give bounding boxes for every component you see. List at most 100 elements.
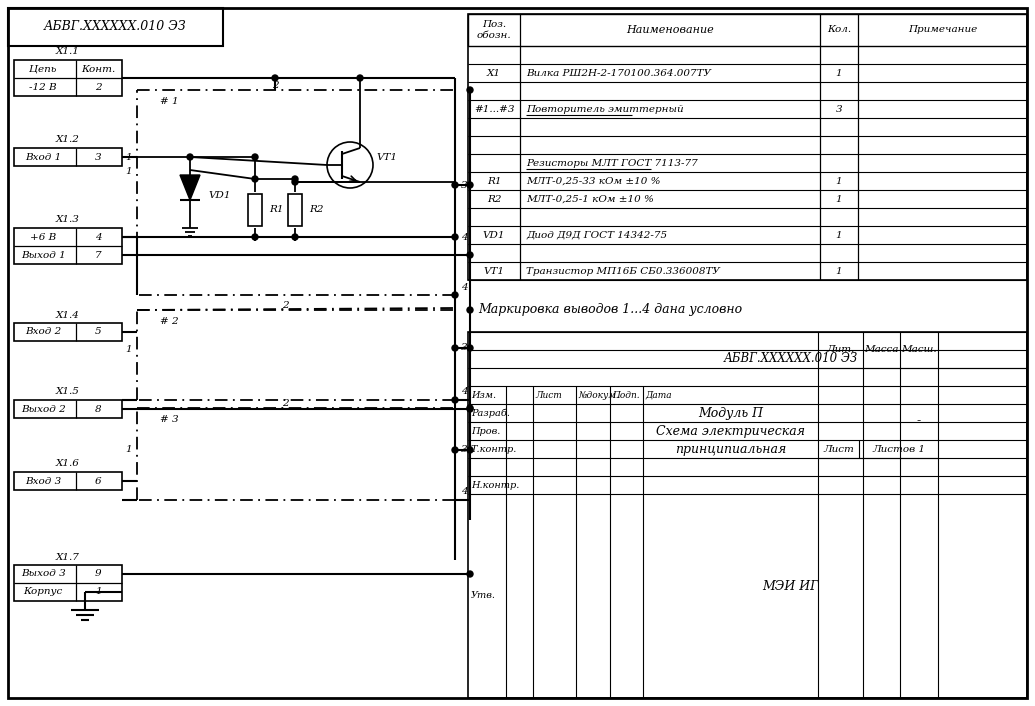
Bar	[14, 472, 122, 490]
Text: R2: R2	[309, 205, 324, 215]
Text: Разраб.: Разраб.	[471, 408, 510, 418]
Text: Вход 3: Вход 3	[25, 477, 61, 486]
Bar	[14, 400, 122, 418]
Text: Поз.
обозн.: Поз. обозн.	[477, 20, 511, 40]
Text: Масш.: Масш.	[901, 345, 937, 354]
Text: X1: X1	[487, 68, 501, 78]
Circle shape	[467, 252, 473, 258]
Text: -12 В: -12 В	[29, 83, 57, 92]
Text: 2: 2	[282, 301, 289, 309]
Text: X1.6: X1.6	[56, 460, 80, 469]
Text: Т.контр.: Т.контр.	[471, 445, 518, 453]
Text: АБВГ.XXXXXX.010 ЭЗ: АБВГ.XXXXXX.010 ЭЗ	[43, 20, 186, 33]
Text: X1.1: X1.1	[56, 47, 80, 56]
Text: R1: R1	[486, 176, 501, 186]
Text: 8: 8	[95, 405, 101, 414]
Text: 9: 9	[95, 570, 101, 578]
Circle shape	[452, 397, 459, 403]
Text: 3: 3	[835, 104, 842, 114]
Circle shape	[467, 87, 473, 93]
Circle shape	[467, 406, 473, 412]
Circle shape	[252, 154, 258, 160]
Bar	[14, 228, 122, 264]
Text: Н.контр.: Н.контр.	[471, 481, 520, 489]
Circle shape	[467, 405, 473, 411]
Text: МЛТ-0,25-1 кОм ±10 %: МЛТ-0,25-1 кОм ±10 %	[526, 194, 654, 203]
Circle shape	[292, 234, 298, 240]
Text: 5: 5	[95, 328, 101, 337]
Text: 3: 3	[461, 344, 468, 352]
Text: # 2: # 2	[160, 318, 179, 326]
Circle shape	[292, 179, 298, 185]
Circle shape	[467, 182, 473, 188]
Text: R2: R2	[486, 194, 501, 203]
Text: Резисторы МЛТ ГОСТ 7113-77: Резисторы МЛТ ГОСТ 7113-77	[526, 159, 698, 167]
Text: 1: 1	[835, 176, 842, 186]
Text: X1.2: X1.2	[56, 136, 80, 145]
Text: 1: 1	[95, 587, 101, 597]
Text: принципиальная: принципиальная	[675, 443, 787, 455]
Polygon shape	[180, 175, 200, 200]
Text: Лит.: Лит.	[826, 345, 855, 354]
Text: X1.3: X1.3	[56, 215, 80, 225]
Text: VT1: VT1	[376, 152, 397, 162]
Circle shape	[252, 176, 258, 182]
Text: Корпус: Корпус	[24, 587, 63, 597]
Circle shape	[252, 234, 258, 240]
Text: Вход 2: Вход 2	[25, 328, 61, 337]
Text: Пров.: Пров.	[471, 426, 500, 436]
Text: 2: 2	[95, 83, 101, 92]
Text: Маркировка выводов 1...4 дана условно: Маркировка выводов 1...4 дана условно	[478, 304, 742, 316]
Text: Вилка РШ2Н-2-170100.364.007ТУ: Вилка РШ2Н-2-170100.364.007ТУ	[526, 68, 711, 78]
Bar	[248, 194, 262, 226]
Text: Дата: Дата	[645, 390, 672, 400]
Text: Выход 2: Выход 2	[21, 405, 65, 414]
Text: 1: 1	[125, 345, 132, 354]
Text: 4: 4	[461, 282, 468, 292]
Text: 1: 1	[125, 152, 132, 162]
Text: Схема электрическая: Схема электрическая	[656, 424, 805, 438]
Circle shape	[187, 154, 193, 160]
Text: +6 В: +6 В	[30, 232, 56, 241]
Text: Лист: Лист	[535, 390, 562, 400]
Bar	[288, 194, 302, 226]
Circle shape	[467, 447, 473, 453]
Text: Модуль П: Модуль П	[698, 407, 763, 419]
Text: 3: 3	[95, 152, 101, 162]
Text: 1: 1	[835, 194, 842, 203]
Text: 1: 1	[835, 230, 842, 239]
Circle shape	[452, 182, 459, 188]
Text: -: -	[917, 414, 921, 428]
Text: №докум.: №докум.	[578, 390, 619, 400]
Bar	[14, 565, 122, 601]
Text: 1: 1	[835, 266, 842, 275]
Text: 3: 3	[461, 445, 468, 455]
Circle shape	[452, 447, 459, 453]
Text: X1.5: X1.5	[56, 388, 80, 397]
Bar	[468, 332, 1027, 698]
Text: Повторитель эмиттерный: Повторитель эмиттерный	[526, 104, 684, 114]
Text: Транзистор МП16Б СБ0.336008ТУ: Транзистор МП16Б СБ0.336008ТУ	[526, 266, 720, 275]
Text: МЛТ-0,25-33 кОм ±10 %: МЛТ-0,25-33 кОм ±10 %	[526, 176, 660, 186]
Circle shape	[357, 75, 363, 81]
Text: 6: 6	[95, 477, 101, 486]
Text: 1: 1	[835, 68, 842, 78]
Bar	[468, 14, 1027, 46]
Circle shape	[452, 292, 459, 298]
Text: 4: 4	[461, 388, 468, 397]
Bar	[14, 323, 122, 341]
Circle shape	[452, 234, 459, 240]
Text: 3: 3	[461, 181, 468, 189]
Bar	[14, 148, 122, 166]
Text: Лист: Лист	[823, 445, 854, 453]
Text: 4: 4	[461, 488, 468, 496]
Circle shape	[272, 75, 278, 81]
Text: Диод Д9Д ГОСТ 14342-75: Диод Д9Д ГОСТ 14342-75	[526, 230, 668, 239]
Text: Вход 1: Вход 1	[25, 152, 61, 162]
Text: VD1: VD1	[482, 230, 505, 239]
Circle shape	[467, 571, 473, 577]
Text: 7: 7	[95, 251, 101, 260]
Text: VT1: VT1	[483, 266, 504, 275]
Circle shape	[292, 176, 298, 182]
Bar	[468, 14, 1027, 280]
